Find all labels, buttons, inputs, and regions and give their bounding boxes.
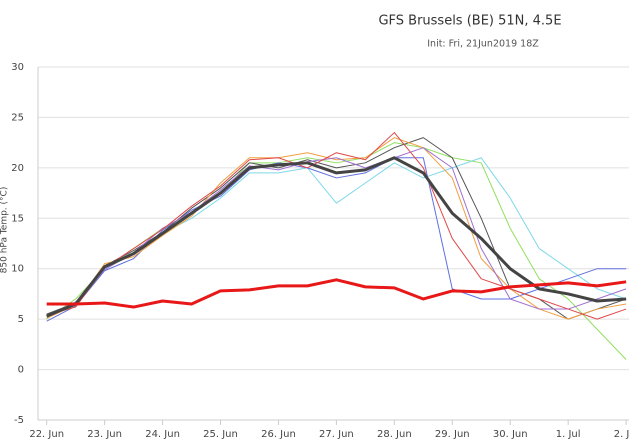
x-tick-label: 30. Jun [493, 429, 528, 439]
y-tick-label: -5 [14, 415, 24, 426]
series-line [46, 278, 627, 309]
y-axis-label: 850 hPa Temp. (°C) [0, 187, 10, 274]
y-tick-label: 10 [11, 264, 24, 275]
series-line [46, 137, 627, 320]
y-tick-label: 25 [11, 112, 24, 123]
x-tick-label: 26. Jun [261, 429, 296, 439]
y-tick-label: 30 [11, 62, 24, 73]
chart-subtitle: Init: Fri, 21Jun2019 18Z [427, 39, 539, 50]
y-tick-label: 15 [11, 213, 24, 224]
y-tick-label: 20 [11, 163, 24, 174]
chart-title: GFS Brussels (BE) 51N, 4.5E [378, 14, 561, 29]
y-tick-label: 5 [18, 314, 24, 325]
series-line [46, 156, 627, 318]
x-tick-label: 1. Jul [556, 429, 581, 439]
x-tick-label: 23. Jun [87, 429, 122, 439]
y-tick-label: 0 [18, 365, 24, 376]
x-tick-label: 24. Jun [145, 429, 180, 439]
x-tick-label: 27. Jun [319, 429, 354, 439]
series-line [46, 157, 627, 318]
series-line [46, 132, 627, 320]
x-tick-label: 22. Jun [29, 429, 64, 439]
series-line [46, 137, 627, 320]
x-tick-label: 28. Jun [377, 429, 412, 439]
x-tick-label: 2. Jul [614, 429, 629, 439]
series-line [46, 147, 627, 317]
x-tick-label: 25. Jun [203, 429, 238, 439]
series-line [46, 157, 627, 322]
x-tick-label: 29. Jun [435, 429, 470, 439]
